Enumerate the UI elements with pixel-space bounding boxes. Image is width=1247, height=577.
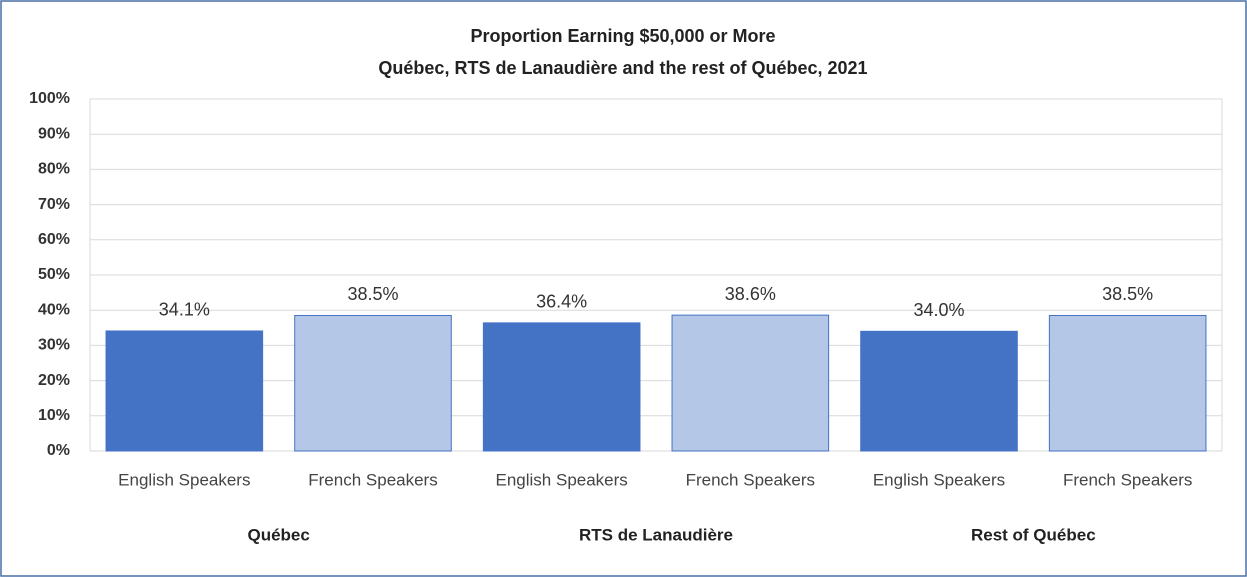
bar	[294, 314, 452, 452]
bar	[860, 330, 1018, 452]
y-tick-label: 0%	[47, 442, 70, 459]
y-tick-label: 60%	[38, 231, 70, 248]
data-label: 38.5%	[347, 284, 398, 304]
x-tick-label: English Speakers	[118, 470, 250, 489]
bar	[671, 314, 830, 452]
bar	[482, 322, 641, 452]
y-tick-label: 100%	[29, 90, 70, 107]
data-label: 34.0%	[913, 300, 964, 320]
x-tick-label: English Speakers	[873, 470, 1005, 489]
y-tick-label: 80%	[38, 161, 70, 178]
x-tick-label: English Speakers	[496, 470, 628, 489]
bar	[105, 330, 264, 452]
group-label: RTS de Lanaudière	[579, 525, 733, 544]
y-tick-label: 10%	[38, 407, 70, 424]
group-label: Québec	[247, 525, 309, 544]
group-label: Rest of Québec	[971, 525, 1096, 544]
y-tick-label: 20%	[38, 372, 70, 389]
y-tick-label: 40%	[38, 301, 70, 318]
chart-title: Proportion Earning $50,000 or More	[470, 26, 775, 46]
data-label: 34.1%	[159, 300, 210, 320]
y-tick-label: 70%	[38, 196, 70, 213]
x-tick-label: French Speakers	[1063, 470, 1192, 489]
y-tick-label: 90%	[38, 125, 70, 142]
bar	[1048, 314, 1207, 452]
data-label: 38.6%	[725, 284, 776, 304]
x-tick-label: French Speakers	[686, 470, 815, 489]
y-tick-label: 30%	[38, 337, 70, 354]
data-label: 38.5%	[1102, 284, 1153, 304]
chart-subtitle: Québec, RTS de Lanaudière and the rest o…	[378, 58, 867, 78]
y-tick-label: 50%	[38, 266, 70, 283]
data-label: 36.4%	[536, 292, 587, 312]
x-tick-label: French Speakers	[308, 470, 437, 489]
